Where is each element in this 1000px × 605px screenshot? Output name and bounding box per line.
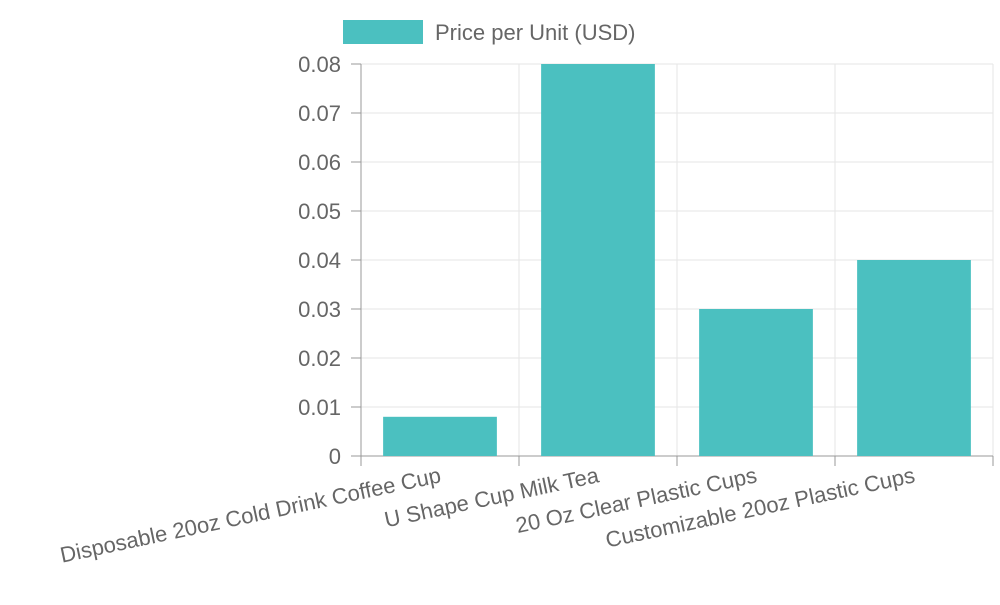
y-tick-label: 0.05 xyxy=(298,199,341,224)
y-tick-label: 0.07 xyxy=(298,101,341,126)
y-tick-label: 0.08 xyxy=(298,52,341,77)
y-tick-label: 0.03 xyxy=(298,297,341,322)
y-axis: 0 0.01 0.02 0.03 0.04 0.05 0.06 0.07 0.08 xyxy=(298,52,362,469)
y-tick-label: 0.04 xyxy=(298,248,341,273)
bar[interactable] xyxy=(541,64,655,456)
y-tick-label: 0 xyxy=(329,444,341,469)
legend-label: Price per Unit (USD) xyxy=(435,20,635,45)
y-tick-label: 0.01 xyxy=(298,395,341,420)
y-tick-label: 0.06 xyxy=(298,150,341,175)
bars xyxy=(383,64,971,456)
y-tick-label: 0.02 xyxy=(298,346,341,371)
bar[interactable] xyxy=(383,416,497,456)
legend-swatch xyxy=(343,20,423,44)
grid xyxy=(360,63,994,456)
legend[interactable]: Price per Unit (USD) xyxy=(343,20,635,45)
bar[interactable] xyxy=(857,260,971,456)
bar[interactable] xyxy=(699,309,813,456)
